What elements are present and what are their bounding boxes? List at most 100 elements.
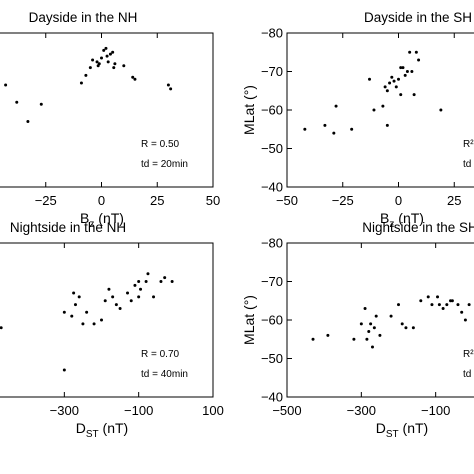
data-point (378, 333, 382, 337)
data-point (95, 60, 99, 64)
data-point (72, 291, 76, 295)
data-point (397, 77, 400, 81)
data-point (436, 295, 440, 299)
chart-panel-2: Dayside in the SH−50 −25 0 25−40−50−60−70−8… (241, 10, 474, 230)
x-tick-label: −300 (347, 403, 376, 418)
chart-panel-4: Nightside in the SH −500 −300 −100 −40 −50 −60… (241, 220, 474, 440)
y-tick-label: −40 (261, 180, 283, 195)
data-point (163, 276, 167, 280)
x-axis-label: DST (nT) (376, 420, 428, 440)
data-point (303, 127, 307, 131)
data-point (62, 368, 66, 372)
chart-title: Nightside in the SH (362, 220, 474, 235)
data-point (414, 50, 418, 54)
chart-title: Dayside in the SH (364, 10, 472, 25)
x-tick-label: −25 (35, 193, 57, 208)
data-point (352, 337, 356, 341)
data-point (410, 70, 414, 73)
data-point (323, 123, 327, 127)
data-point (77, 295, 81, 299)
data-point (412, 93, 416, 97)
x-tick-label: 0 (98, 193, 105, 208)
data-point (363, 306, 367, 310)
data-point (106, 60, 110, 64)
x-axis-label: DST (nT) (76, 420, 128, 440)
data-point (417, 58, 421, 62)
data-point (381, 104, 385, 108)
data-point (73, 303, 77, 307)
data-point (122, 64, 126, 68)
y-tick-label: −50 (261, 141, 283, 156)
data-point (84, 73, 88, 77)
data-point (102, 48, 106, 52)
data-point (332, 131, 336, 135)
data-point (399, 93, 403, 97)
data-point (368, 77, 372, 81)
data-point (460, 310, 464, 314)
data-point (408, 50, 412, 54)
data-point (350, 127, 354, 131)
y-axis-label: MLat (°) (241, 295, 257, 345)
x-tick-label: −100 (421, 403, 450, 418)
data-point (441, 306, 445, 310)
data-point (430, 303, 434, 307)
plot-frame (0, 242, 214, 398)
chart-panel-3: Nightside in the NH −300 −100 100 DST (nT) R … (0, 220, 224, 440)
data-point (103, 299, 107, 303)
data-point (0, 326, 3, 330)
data-point (392, 79, 396, 83)
data-point (463, 318, 467, 322)
x-tick-label: 0 (395, 193, 402, 208)
time-delay-label: td = 20min (141, 159, 188, 170)
data-point (96, 64, 100, 68)
y-tick-label: −60 (261, 103, 283, 118)
data-point (404, 326, 408, 330)
data-point (334, 104, 338, 108)
data-point (100, 56, 103, 60)
data-point (365, 337, 369, 341)
data-point (104, 46, 108, 50)
y-tick-label: −70 (261, 274, 283, 289)
data-point (131, 75, 135, 79)
data-point (445, 303, 449, 307)
chart-panel-1: Dayside in the NH −25 0 25 50 Bz (nT) R = 0.50… (0, 10, 220, 230)
data-point (170, 280, 174, 283)
data-point (91, 58, 95, 62)
y-tick-label: −40 (261, 390, 283, 405)
data-point (437, 303, 441, 307)
x-axis-label: Bz (nT) (80, 210, 124, 230)
x-tick-label: 25 (150, 193, 164, 208)
data-point (112, 66, 116, 70)
data-point (105, 54, 109, 58)
y-tick-label: −70 (261, 64, 283, 79)
time-delay-label: td (463, 369, 471, 380)
data-point (372, 108, 376, 112)
data-point (397, 303, 400, 307)
data-point (139, 287, 143, 291)
data-point (166, 83, 170, 87)
data-point (108, 52, 112, 56)
data-point (133, 283, 137, 287)
time-delay-label: td = 40min (141, 369, 188, 380)
y-tick-label: −50 (261, 351, 283, 366)
data-point (146, 272, 150, 276)
y-axis-label: MLat (°) (241, 85, 257, 135)
data-point (152, 295, 156, 299)
data-point (390, 75, 394, 79)
x-tick-label: 50 (206, 193, 220, 208)
correlation-label: R² (463, 139, 474, 150)
data-point (467, 303, 471, 307)
data-point (385, 89, 389, 93)
data-point (144, 280, 148, 283)
data-point (114, 303, 118, 307)
data-point (403, 73, 407, 77)
data-point (169, 87, 173, 91)
data-point (107, 287, 111, 291)
plot-frame (286, 32, 474, 188)
x-tick-label: 100 (202, 403, 224, 418)
x-tick-label: −50 (276, 193, 298, 208)
plot-frame (286, 242, 474, 398)
correlation-label: R = 0.70 (141, 349, 180, 360)
data-point (400, 322, 404, 326)
